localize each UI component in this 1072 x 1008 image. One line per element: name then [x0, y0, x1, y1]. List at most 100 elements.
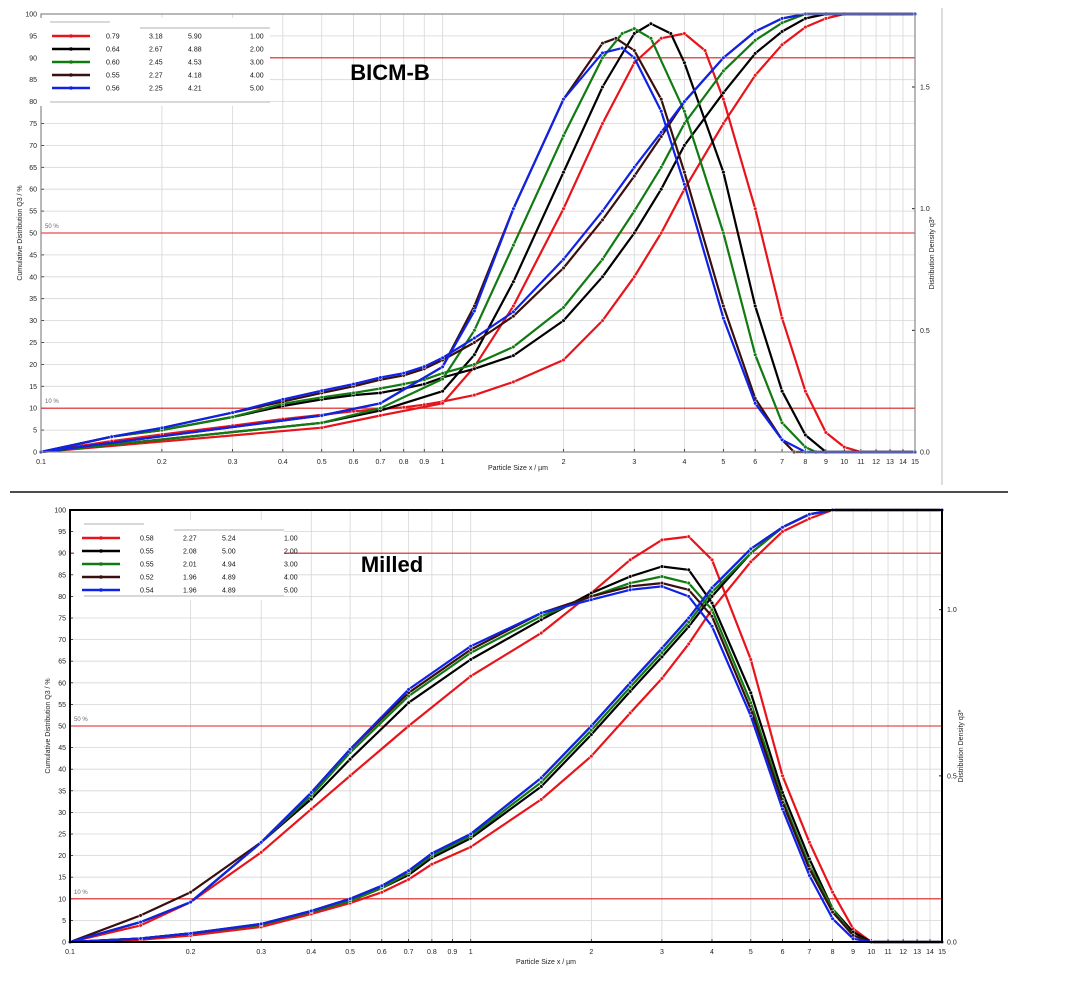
density-point [682, 31, 687, 36]
legend-x90-value: 4.89 [222, 575, 236, 582]
density-point [600, 50, 605, 55]
cumulative-point [659, 654, 664, 659]
y-tick-label: 85 [58, 572, 66, 579]
cumulative-point [561, 257, 566, 262]
cumulative-point [628, 710, 633, 716]
density-point [803, 389, 808, 394]
cumulative-point [721, 55, 726, 60]
y-tick-label: 85 [29, 77, 37, 84]
y-tick-label: 75 [58, 616, 66, 623]
density-point [440, 389, 445, 394]
density-point [472, 308, 477, 313]
y-tick-label: 35 [29, 296, 37, 303]
legend-x90-value: 4.21 [188, 86, 202, 93]
cumulative-point [561, 305, 566, 310]
x-tick-label: 0.7 [404, 949, 414, 956]
density-point [511, 303, 516, 309]
y2-axis-label: Distribution Density q3* [958, 709, 965, 782]
cumulative-point [561, 318, 566, 323]
cumulative-point [319, 388, 324, 393]
density-point [721, 303, 726, 309]
cumulative-point [188, 931, 193, 936]
x-tick-label: 0.6 [377, 949, 387, 956]
density-curve [40, 27, 915, 454]
cumulative-point [682, 143, 687, 148]
cumulative-point [659, 134, 664, 139]
chart-bicm-b: 0.1 0.2 0.3 0.4 0.5 0.6 0.7 0.8 0.9 1 2 3 4 5 6 7 8 9 10 11… [17, 12, 936, 473]
density-point [620, 46, 625, 51]
density-point [780, 420, 785, 425]
density-point [378, 406, 383, 411]
density-point [721, 97, 726, 102]
cumulative-point [561, 357, 566, 363]
y2-tick-label: 1.5 [920, 85, 930, 92]
density-point [600, 121, 605, 126]
cumulative-point [468, 831, 473, 837]
y-tick-label: 100 [54, 508, 66, 515]
density-point [823, 430, 828, 435]
density-point [309, 807, 314, 812]
y-tick-label: 5 [33, 428, 37, 435]
density-point [753, 206, 758, 211]
density-point [600, 84, 605, 90]
density-point [721, 230, 726, 236]
cumulative-point [807, 512, 812, 517]
y-axis-label: Cumulative Distribution Q3 / % [17, 185, 24, 280]
x-tick-label: 7 [780, 459, 784, 466]
density-point [511, 279, 516, 284]
cumulative-point [632, 165, 637, 170]
y-tick-label: 90 [58, 551, 66, 558]
legend-run-value: 4.00 [250, 73, 264, 80]
cumulative-point [539, 780, 544, 785]
series-3.00 [38, 11, 918, 455]
legend-x90-value: 4.88 [188, 47, 202, 54]
cumulative-point [721, 68, 726, 73]
cumulative-point [472, 362, 477, 367]
density-point [539, 617, 544, 622]
legend-x10-value: 0.79 [106, 34, 120, 41]
density-point [830, 916, 835, 921]
density-point [561, 133, 566, 138]
density-point [620, 31, 625, 36]
cumulative-point [511, 309, 516, 314]
y2-tick-label: 0.0 [920, 450, 930, 457]
density-point [472, 328, 477, 333]
x-tick-label: 0.8 [399, 459, 409, 466]
density-point [406, 700, 411, 705]
cumulative-point [561, 265, 566, 271]
legend-x50-value: 2.27 [149, 73, 163, 80]
y-tick-label: 50 [29, 231, 37, 238]
cumulative-point [600, 217, 605, 222]
cumulative-point [539, 797, 544, 802]
cumulative-point [378, 390, 383, 395]
density-point [539, 610, 544, 616]
density-point [709, 614, 715, 619]
legend-x50-value: 1.96 [183, 588, 197, 595]
cumulative-point [803, 16, 808, 21]
x-tick-label: 0.9 [448, 949, 458, 956]
legend-run-value: 1.00 [250, 34, 264, 41]
x-tick-label: 0.3 [256, 949, 266, 956]
y2-tick-label: 0.5 [920, 328, 930, 335]
density-point [259, 840, 264, 845]
cumulative-point [753, 38, 758, 43]
legend-run-value: 2.00 [284, 549, 298, 556]
density-point [709, 600, 715, 606]
density-point [682, 182, 687, 187]
density-point [309, 790, 314, 795]
x-tick-label: 8 [803, 459, 807, 466]
y2-axis-label: Distribution Density q3* [929, 216, 936, 289]
x-tick-label: 9 [824, 459, 828, 466]
density-point [686, 594, 691, 599]
legend-x90-value: 5.00 [222, 549, 236, 556]
x-tick-label: 0.4 [278, 459, 288, 466]
density-point [686, 587, 691, 592]
density-point [348, 773, 353, 778]
density-point [753, 352, 758, 357]
y-tick-label: 15 [58, 875, 66, 882]
density-point [259, 850, 264, 855]
density-point [748, 657, 753, 662]
y-tick-label: 45 [58, 745, 66, 752]
y-tick-label: 90 [29, 55, 37, 62]
cumulative-point [686, 624, 691, 629]
